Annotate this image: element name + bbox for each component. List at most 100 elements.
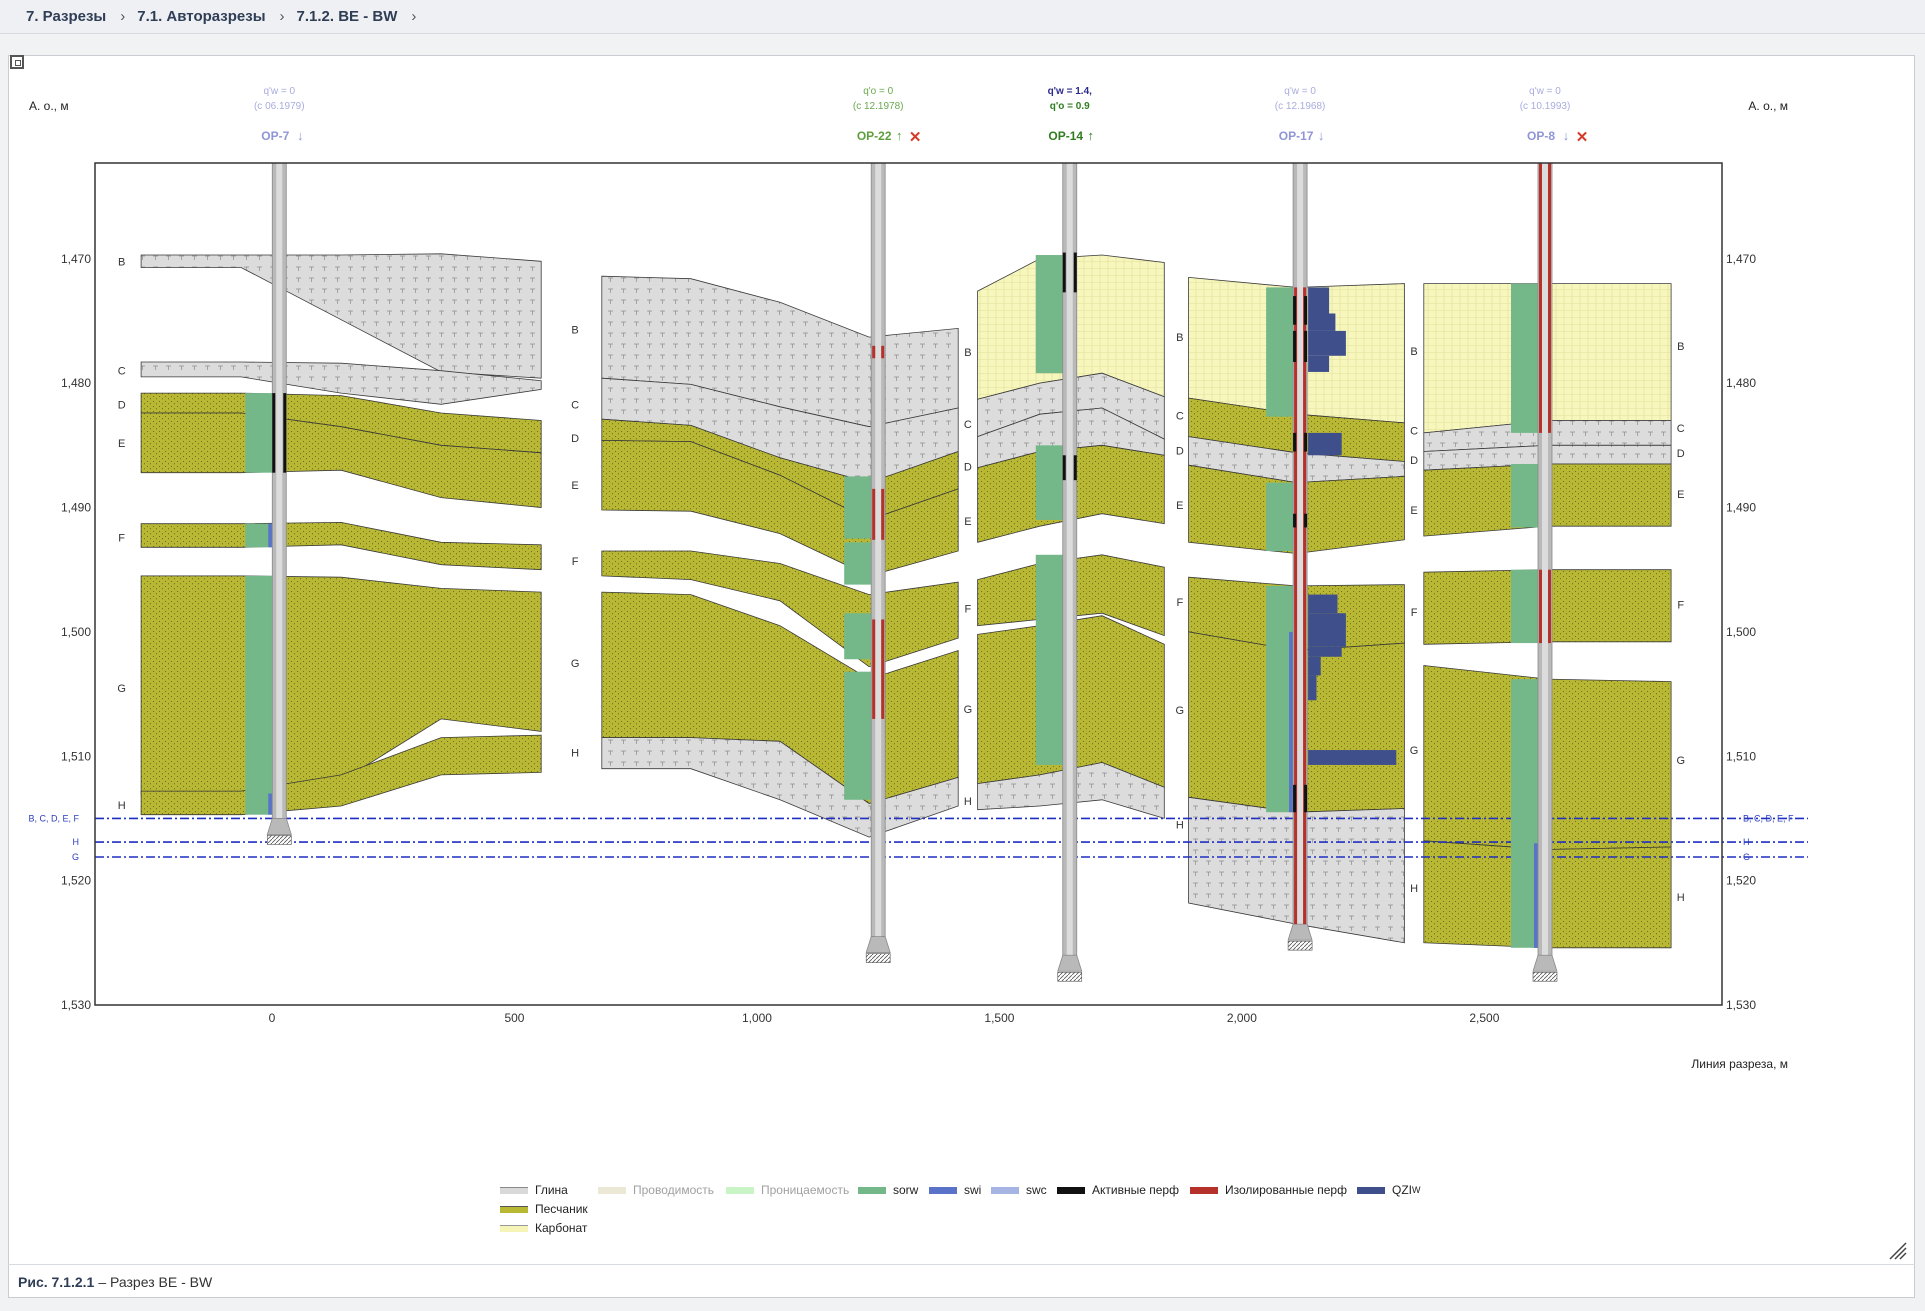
- legend-swatch: [726, 1186, 754, 1194]
- legend-label: swi: [964, 1183, 982, 1197]
- well-bottom-hatch: [1532, 971, 1558, 982]
- layer-label-b: B: [571, 325, 578, 337]
- y-tick-label-left: 1,530: [61, 998, 91, 1012]
- isolated-perforation: [881, 619, 885, 719]
- x-tick-label: 0: [269, 1011, 276, 1025]
- sorw-interval: [245, 575, 273, 815]
- well-shut-in-icon: ✕: [909, 129, 922, 146]
- well-rate-line: q'w = 0: [1529, 86, 1561, 97]
- layer-label-e: E: [1410, 505, 1417, 517]
- layer-label-b: B: [1176, 332, 1183, 344]
- layer-label-e: E: [118, 438, 125, 450]
- legend-label: Карбонат: [535, 1221, 588, 1235]
- legend-swatch: [500, 1186, 528, 1194]
- y-tick-label-right: 1,490: [1726, 501, 1756, 515]
- layer-h-clay: [601, 737, 959, 838]
- well-rate-line: q'w = 0: [1284, 86, 1316, 97]
- legend-item-sorw[interactable]: sorw: [858, 1183, 918, 1197]
- y-tick-label-right: 1,530: [1726, 998, 1756, 1012]
- layer-label-h: H: [118, 800, 126, 812]
- layer-label-h: H: [1176, 820, 1184, 832]
- sorw-interval: [1266, 287, 1294, 417]
- contact-label-left: B, C, D, E, F: [28, 813, 79, 823]
- y-axis-title-right: А. о., м: [1748, 99, 1788, 113]
- legend-item-permeability[interactable]: Проницаемость: [726, 1183, 849, 1197]
- legend-swatch: [1190, 1186, 1218, 1194]
- active-perforation: [1304, 432, 1308, 452]
- layer-label-f: F: [1176, 597, 1183, 609]
- x-tick-label: 500: [504, 1011, 524, 1025]
- y-tick-label-right: 1,480: [1726, 376, 1756, 390]
- well-name-op-22: OP-22: [857, 129, 892, 143]
- breadcrumb-item-sections[interactable]: 7. Разрезы: [26, 8, 107, 25]
- layer-label-f: F: [965, 603, 972, 615]
- isolated-perforation: [1303, 287, 1307, 925]
- swi-interval: [1533, 843, 1539, 948]
- well-tubing: [1066, 163, 1073, 956]
- legend-label: sorw: [893, 1183, 919, 1197]
- active-perforation: [1293, 432, 1297, 452]
- layer-label-f: F: [572, 556, 579, 568]
- qzi-w-bar: [1308, 594, 1338, 614]
- expand-panel-icon[interactable]: [10, 55, 24, 69]
- qzi-w-bar: [1308, 750, 1397, 765]
- legend-item-qzi-w[interactable]: QZI W: [1357, 1183, 1421, 1197]
- well-rate-line: q'o = 0: [863, 86, 893, 97]
- active-perforation: [1293, 784, 1297, 813]
- well-shoe: [1057, 954, 1083, 972]
- well-rate-line: q'o = 0.9: [1050, 101, 1090, 112]
- well-rate-line: (с 12.1968): [1275, 101, 1326, 112]
- legend-swatch: [929, 1186, 957, 1194]
- layer-label-g: G: [1176, 705, 1185, 717]
- well-bottom-hatch: [266, 835, 292, 845]
- legend-item-isolated-perf[interactable]: Изолированные перф: [1190, 1183, 1347, 1197]
- layer-label-h: H: [1410, 883, 1418, 895]
- breadcrumb-item-auto-sections[interactable]: 7.1. Авторазрезы: [137, 8, 266, 25]
- y-tick-label-left: 1,520: [61, 874, 91, 888]
- y-tick-label-left: 1,480: [61, 376, 91, 390]
- qzi-w-bar: [1308, 656, 1321, 676]
- x-tick-label: 1,500: [984, 1011, 1014, 1025]
- breadcrumb-separator: ›: [279, 8, 285, 25]
- sorw-interval: [844, 613, 872, 660]
- layer-b-clay: [140, 253, 542, 379]
- active-perforation: [1073, 455, 1077, 481]
- active-perforation: [1062, 252, 1066, 293]
- isolated-perforation: [872, 345, 876, 359]
- breadcrumb-separator: ›: [120, 8, 126, 25]
- legend-item-swi[interactable]: swi: [929, 1183, 981, 1197]
- legend-label: QZI: [1392, 1183, 1412, 1197]
- sorw-interval: [1035, 445, 1063, 520]
- well-tubing: [1297, 163, 1304, 925]
- breadcrumb-item-section-be-bw[interactable]: 7.1.2. BE - BW: [296, 8, 398, 25]
- legend-item-conductivity[interactable]: Проводимость: [598, 1183, 714, 1197]
- well-shoe: [1287, 923, 1313, 941]
- layer-label-e: E: [1677, 489, 1684, 501]
- isolated-perforation: [1547, 569, 1551, 644]
- legend-label: Глина: [535, 1183, 568, 1197]
- figure-caption-text: – Разрез BE - BW: [98, 1273, 213, 1290]
- well-rate-line: (с 06.1979): [254, 101, 305, 112]
- contact-label-left: G: [72, 852, 79, 862]
- legend-item-active-perf[interactable]: Активные перф: [1057, 1183, 1179, 1197]
- layer-label-c: C: [1176, 410, 1184, 422]
- y-tick-label-right: 1,500: [1726, 625, 1756, 639]
- legend-swatch: [1357, 1186, 1385, 1194]
- well-shoe: [266, 818, 292, 835]
- qzi-w-bar: [1308, 313, 1336, 331]
- layer-label-g: G: [571, 658, 580, 670]
- well-tubing: [1541, 163, 1548, 956]
- layer-label-c: C: [571, 399, 579, 411]
- layer-label-d: D: [571, 433, 579, 445]
- layer-label-f: F: [1677, 600, 1684, 612]
- legend-swatch: [500, 1205, 528, 1213]
- well-shoe: [865, 936, 891, 953]
- chart-legend: Глина Песчаник Карбонат Проводимость Про…: [500, 1183, 1460, 1249]
- legend-item-swc[interactable]: swc: [991, 1183, 1047, 1197]
- layer-label-d: D: [1176, 445, 1184, 457]
- well-name-op-14: OP-14: [1048, 129, 1083, 143]
- sorw-interval: [1510, 463, 1538, 528]
- well-bottom-hatch: [1287, 940, 1313, 951]
- qzi-w-bar: [1308, 675, 1317, 701]
- resize-handle-icon[interactable]: [1888, 1241, 1908, 1261]
